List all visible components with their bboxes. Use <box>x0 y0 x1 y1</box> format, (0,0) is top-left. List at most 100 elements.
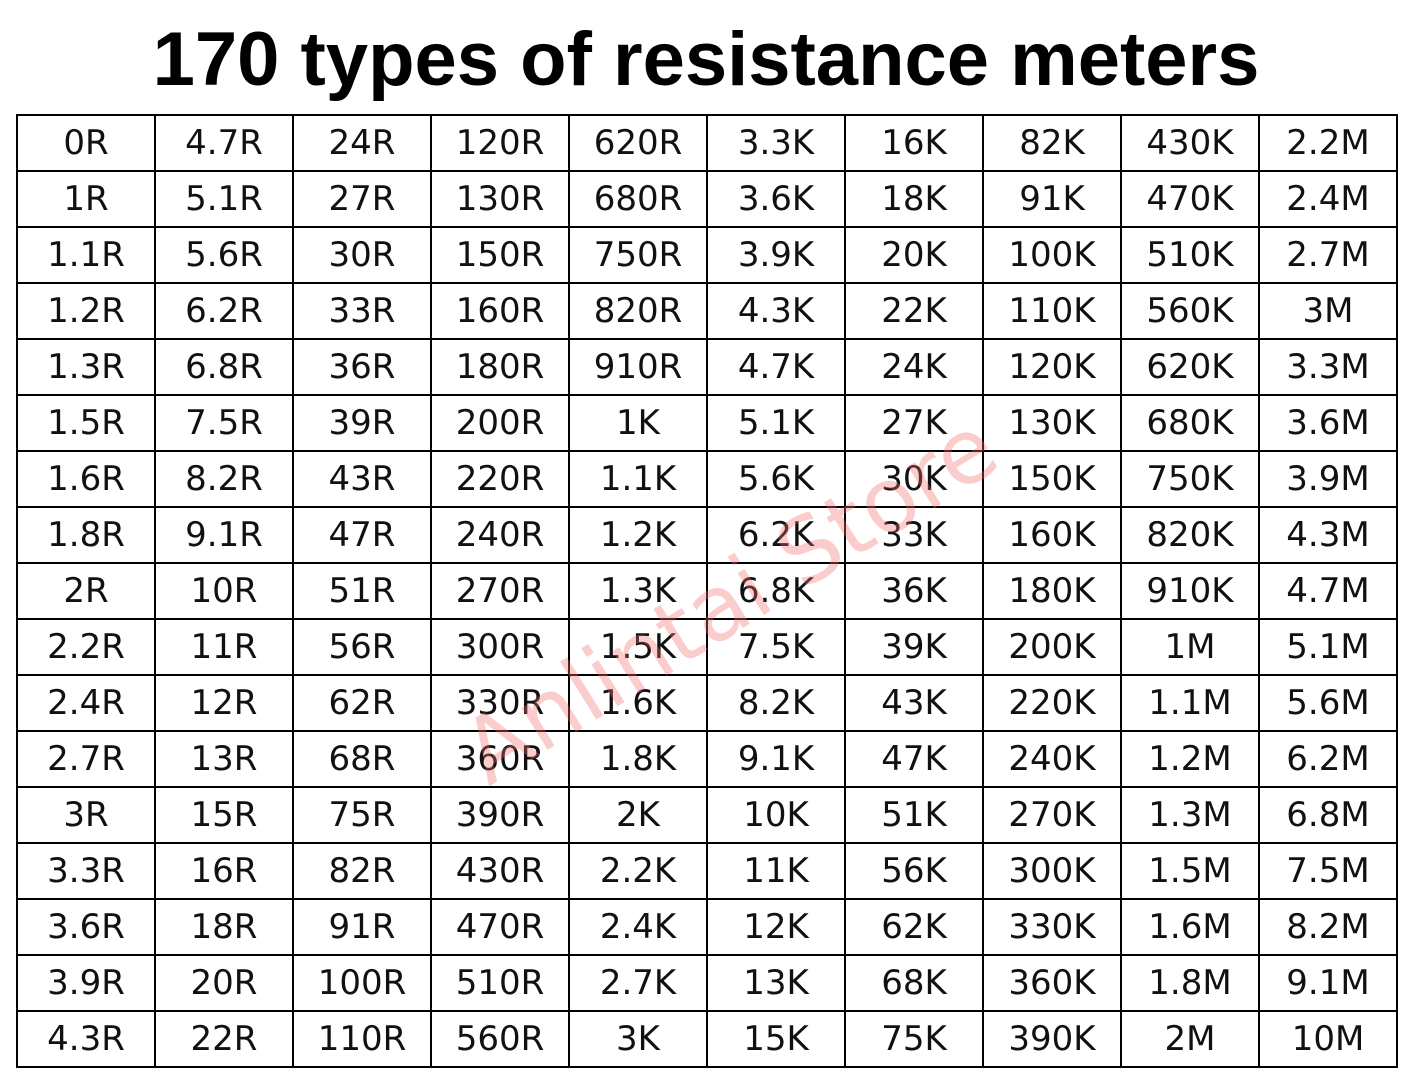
table-cell: 560K <box>1120 282 1260 340</box>
table-cell: 560R <box>430 1010 570 1068</box>
table-row: 2R 10R 51R 270R 1.3K 6.8K 36K 180K 910K 4.7M <box>16 562 1398 620</box>
table-cell: 11R <box>154 618 294 676</box>
table-cell: 82R <box>292 842 432 900</box>
table-cell: 62K <box>844 898 984 956</box>
table-cell: 390R <box>430 786 570 844</box>
table-cell: 10K <box>706 786 846 844</box>
table-cell: 180R <box>430 338 570 396</box>
table-cell: 220K <box>982 674 1122 732</box>
table-cell: 130K <box>982 394 1122 452</box>
table-cell: 100K <box>982 226 1122 284</box>
table-cell: 6.8R <box>154 338 294 396</box>
table-cell: 5.1R <box>154 170 294 228</box>
table-row: 1.3R 6.8R 36R 180R 910R 4.7K 24K 120K 620K 3.3M <box>16 338 1398 396</box>
table-cell: 91K <box>982 170 1122 228</box>
table-cell: 150K <box>982 450 1122 508</box>
table-cell: 1.3R <box>16 338 156 396</box>
table-cell: 2R <box>16 562 156 620</box>
table-cell: 1.3K <box>568 562 708 620</box>
table-row: 1.6R 8.2R 43R 220R 1.1K 5.6K 30K 150K 750K 3.9M <box>16 450 1398 508</box>
table-row: 2.2R 11R 56R 300R 1.5K 7.5K 39K 200K 1M 5.1M <box>16 618 1398 676</box>
table-cell: 130R <box>430 170 570 228</box>
table-cell: 6.2M <box>1258 730 1398 788</box>
table-cell: 3.3R <box>16 842 156 900</box>
table-cell: 82K <box>982 114 1122 172</box>
table-cell: 18K <box>844 170 984 228</box>
table-cell: 6.2R <box>154 282 294 340</box>
table-cell: 390K <box>982 1010 1122 1068</box>
table-cell: 1.2K <box>568 506 708 564</box>
table-cell: 8.2K <box>706 674 846 732</box>
table-cell: 7.5R <box>154 394 294 452</box>
table-cell: 1.8K <box>568 730 708 788</box>
table-cell: 3.3K <box>706 114 846 172</box>
table-cell: 15R <box>154 786 294 844</box>
table-cell: 430K <box>1120 114 1260 172</box>
table-cell: 240K <box>982 730 1122 788</box>
table-cell: 1.1R <box>16 226 156 284</box>
table-cell: 470K <box>1120 170 1260 228</box>
table-cell: 4.3K <box>706 282 846 340</box>
table-cell: 3.9K <box>706 226 846 284</box>
table-cell: 240R <box>430 506 570 564</box>
table-cell: 24R <box>292 114 432 172</box>
table-cell: 7.5M <box>1258 842 1398 900</box>
table-cell: 5.6R <box>154 226 294 284</box>
table-cell: 750R <box>568 226 708 284</box>
table-cell: 3.6R <box>16 898 156 956</box>
table-cell: 270K <box>982 786 1122 844</box>
table-cell: 3K <box>568 1010 708 1068</box>
table-cell: 2.2K <box>568 842 708 900</box>
table-cell: 510K <box>1120 226 1260 284</box>
table-row: 2.4R 12R 62R 330R 1.6K 8.2K 43K 220K 1.1M 5.6M <box>16 674 1398 732</box>
table-cell: 3.6K <box>706 170 846 228</box>
table-cell: 680R <box>568 170 708 228</box>
table-cell: 1.1K <box>568 450 708 508</box>
table-cell: 110R <box>292 1010 432 1068</box>
table-cell: 56R <box>292 618 432 676</box>
table-cell: 1.1M <box>1120 674 1260 732</box>
table-cell: 5.6K <box>706 450 846 508</box>
table-cell: 6.8M <box>1258 786 1398 844</box>
table-cell: 51R <box>292 562 432 620</box>
table-cell: 120K <box>982 338 1122 396</box>
table-cell: 2.4R <box>16 674 156 732</box>
table-cell: 4.7R <box>154 114 294 172</box>
table-cell: 13K <box>706 954 846 1012</box>
table-cell: 43R <box>292 450 432 508</box>
table-cell: 2.2M <box>1258 114 1398 172</box>
table-cell: 2.2R <box>16 618 156 676</box>
table-cell: 8.2M <box>1258 898 1398 956</box>
table-cell: 270R <box>430 562 570 620</box>
table-cell: 68K <box>844 954 984 1012</box>
table-cell: 91R <box>292 898 432 956</box>
table-cell: 150R <box>430 226 570 284</box>
table-cell: 220R <box>430 450 570 508</box>
table-cell: 2.4K <box>568 898 708 956</box>
table-cell: 300K <box>982 842 1122 900</box>
table-cell: 910K <box>1120 562 1260 620</box>
table-cell: 1.2M <box>1120 730 1260 788</box>
table-cell: 1K <box>568 394 708 452</box>
table-cell: 68R <box>292 730 432 788</box>
table-cell: 620K <box>1120 338 1260 396</box>
table-cell: 4.3R <box>16 1010 156 1068</box>
table-cell: 3.6M <box>1258 394 1398 452</box>
table-cell: 51K <box>844 786 984 844</box>
table-cell: 33K <box>844 506 984 564</box>
table-cell: 510R <box>430 954 570 1012</box>
table-cell: 39K <box>844 618 984 676</box>
table-cell: 360K <box>982 954 1122 1012</box>
table-cell: 100R <box>292 954 432 1012</box>
table-cell: 1.3M <box>1120 786 1260 844</box>
table-cell: 200K <box>982 618 1122 676</box>
table-cell: 36R <box>292 338 432 396</box>
table-cell: 13R <box>154 730 294 788</box>
table-cell: 39R <box>292 394 432 452</box>
resistance-table: 0R 4.7R 24R 120R 620R 3.3K 16K 82K 430K 2.2M 1R 5.1… <box>16 114 1398 1068</box>
table-cell: 1.6M <box>1120 898 1260 956</box>
table-row: 4.3R 22R 110R 560R 3K 15K 75K 390K 2M 10M <box>16 1010 1398 1068</box>
table-cell: 160R <box>430 282 570 340</box>
table-cell: 27K <box>844 394 984 452</box>
table-cell: 7.5K <box>706 618 846 676</box>
